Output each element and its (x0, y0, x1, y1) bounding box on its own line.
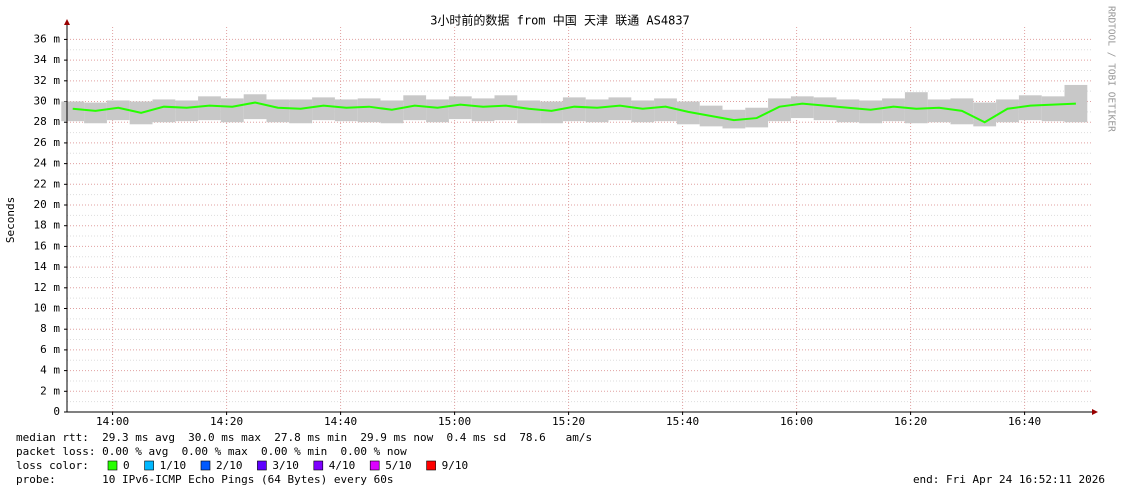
y-tick-label: 26 m (34, 136, 61, 149)
smoke-band (61, 101, 85, 122)
x-tick-label: 15:20 (552, 415, 585, 428)
legend-label: 0 (123, 459, 130, 472)
smoke-band (1041, 96, 1065, 122)
smoke-band (312, 97, 335, 121)
x-tick-label: 14:40 (324, 415, 357, 428)
y-tick-label: 0 (53, 405, 60, 418)
smoke-band (540, 101, 563, 124)
legend-label: 2/10 (216, 459, 243, 472)
smoke-band (1064, 84, 1088, 123)
smoke-band (882, 98, 905, 122)
y-tick-label: 32 m (34, 74, 61, 87)
y-tick-label: 18 m (34, 219, 61, 232)
y-tick-label: 30 m (34, 95, 61, 108)
smoke-band (813, 97, 837, 121)
legend-label: 5/10 (385, 459, 412, 472)
smoke-band (152, 99, 176, 123)
y-tick-label: 4 m (40, 364, 60, 377)
smoke-band (722, 109, 746, 129)
plot-area (61, 84, 1088, 129)
smoke-band (904, 92, 928, 124)
median-line (72, 101, 1076, 124)
smoke-band (380, 100, 404, 124)
x-tick-label: 14:20 (210, 415, 243, 428)
x-tick-label: 15:40 (666, 415, 699, 428)
legend-swatch (426, 460, 436, 471)
smoke-band (608, 97, 632, 121)
y-tick-label: 14 m (34, 260, 61, 273)
y-tick-label: 2 m (40, 384, 60, 397)
smoke-band (175, 100, 199, 122)
legend-swatch (257, 460, 267, 471)
legend-label: 3/10 (272, 459, 299, 472)
legend-label: 9/10 (442, 459, 469, 472)
y-tick-label: 34 m (34, 53, 61, 66)
x-tick-label: 14:00 (96, 415, 129, 428)
smoke-band (448, 96, 472, 120)
smoke-band (790, 96, 814, 119)
chart-title: 3小时前的数据 from 中国 天津 联通 AS4837 (430, 13, 690, 28)
legend-label: 4/10 (329, 459, 356, 472)
smoke-band (84, 102, 107, 124)
x-tick-label: 16:20 (894, 415, 927, 428)
y-tick-label: 12 m (34, 281, 61, 294)
smoke-band (927, 99, 951, 123)
y-tick-label: 28 m (34, 115, 61, 128)
y-tick-label: 10 m (34, 302, 61, 315)
smoke-band (426, 99, 449, 123)
y-arrow (64, 19, 70, 25)
smoke-band (357, 98, 381, 123)
smoke-band (562, 97, 586, 122)
smoke-band (996, 99, 1019, 123)
legend-swatch (369, 460, 380, 471)
legend-label: 1/10 (160, 459, 187, 472)
y-tick-label: 36 m (34, 32, 61, 45)
labels: 0 2 m 4 m 6 m 8 m 10 m 12 m 14 m 16 m 18 m 20 m 22 … (16, 32, 1105, 486)
smoke-band (859, 100, 883, 124)
smoke-band (768, 98, 791, 122)
smoke-band (1018, 95, 1042, 121)
smoke-band (198, 96, 221, 121)
legend-swatch (200, 460, 211, 471)
smoke-band (631, 100, 655, 123)
smoke-band (836, 99, 860, 123)
y-tick-label: 16 m (34, 239, 61, 252)
x-tick-label: 15:00 (438, 415, 471, 428)
probe-line: probe: 10 IPv6-ICMP Echo Pings (64 Bytes… (16, 473, 394, 486)
smoke-band (106, 100, 130, 121)
y-tick-label: 22 m (34, 177, 61, 190)
grid (64, 27, 1093, 415)
y-tick-label: 8 m (40, 322, 60, 335)
smoke-band (266, 99, 290, 123)
watermark: RRDTOOL / TOBI OETIKER (1106, 6, 1117, 132)
y-tick-label: 6 m (40, 343, 60, 356)
smoke-band (494, 95, 518, 121)
smoke-band (517, 100, 541, 124)
smoke-band (654, 98, 677, 122)
legend-swatch (107, 460, 118, 471)
stats-line: median rtt: 29.3 ms avg 30.0 ms max 27.8… (16, 431, 592, 444)
x-tick-label: 16:00 (780, 415, 813, 428)
smoke-band (289, 99, 313, 124)
smoke-band (243, 94, 267, 120)
smoke-band (585, 99, 609, 123)
stats-line: packet loss: 0.00 % avg 0.00 % max 0.00 … (16, 445, 407, 458)
x-tick-label: 16:40 (1008, 415, 1041, 428)
y-tick-label: 20 m (34, 198, 61, 211)
x-arrow (1092, 409, 1098, 415)
legend-swatch (144, 460, 154, 471)
end-time: end: Fri Apr 24 16:52:11 2026 (913, 473, 1105, 486)
y-tick-label: 24 m (34, 157, 61, 170)
smoke-band (334, 99, 358, 122)
legend-swatch (313, 460, 324, 471)
smoke-band (220, 98, 244, 123)
loss-label: loss color: (16, 459, 89, 472)
smoke-band (471, 98, 495, 122)
y-axis-label: Seconds (4, 197, 17, 243)
smoke-band (676, 101, 700, 125)
smoke-band (403, 95, 427, 121)
